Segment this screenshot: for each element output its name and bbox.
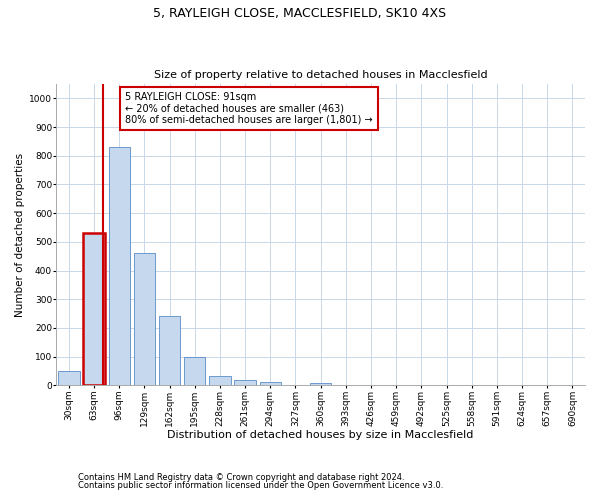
Bar (235, 380, 256, 386)
Bar (58, 371, 80, 386)
Bar (109, 147, 130, 386)
Text: Contains public sector information licensed under the Open Government Licence v3: Contains public sector information licen… (78, 481, 443, 490)
Title: Size of property relative to detached houses in Macclesfield: Size of property relative to detached ho… (154, 70, 487, 81)
Bar (260, 382, 281, 386)
Text: 5 RAYLEIGH CLOSE: 91sqm
← 20% of detached houses are smaller (463)
80% of semi-d: 5 RAYLEIGH CLOSE: 91sqm ← 20% of detache… (125, 92, 373, 125)
Bar (134, 254, 155, 386)
Y-axis label: Number of detached properties: Number of detached properties (15, 152, 25, 316)
Bar (83, 233, 105, 386)
X-axis label: Distribution of detached houses by size in Macclesfield: Distribution of detached houses by size … (167, 430, 474, 440)
Bar (184, 358, 205, 386)
Text: 5, RAYLEIGH CLOSE, MACCLESFIELD, SK10 4XS: 5, RAYLEIGH CLOSE, MACCLESFIELD, SK10 4X… (154, 8, 446, 20)
Bar (310, 383, 331, 386)
Bar (209, 376, 230, 386)
Text: Contains HM Land Registry data © Crown copyright and database right 2024.: Contains HM Land Registry data © Crown c… (78, 472, 404, 482)
Bar (159, 316, 181, 386)
